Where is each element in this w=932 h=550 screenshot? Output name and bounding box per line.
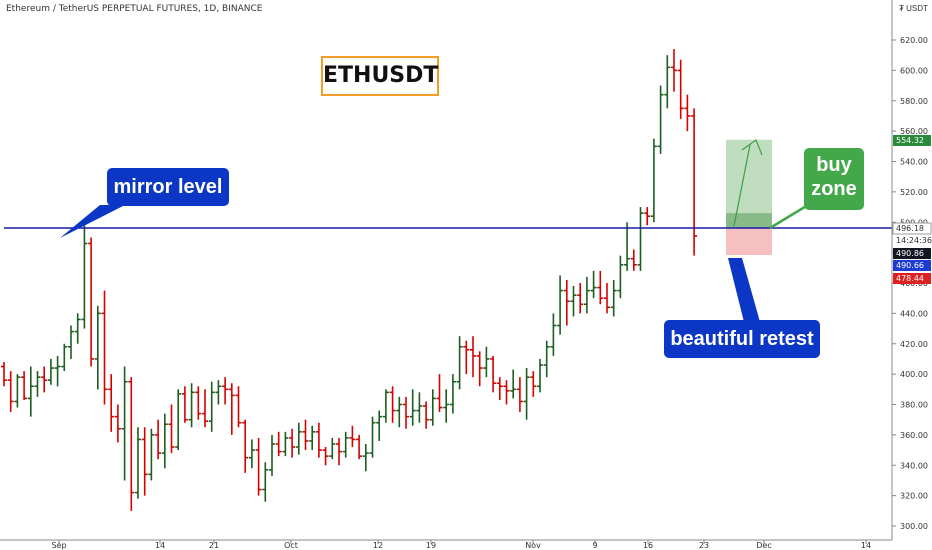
- y-tick-label: 300.00: [900, 522, 928, 531]
- y-tick-label: 560.00: [900, 127, 928, 136]
- x-tick-label: 21: [209, 541, 219, 550]
- price-tag: [893, 248, 931, 259]
- y-tick-label: 320.00: [900, 492, 928, 501]
- buy-zone-line2: zone: [811, 178, 857, 200]
- x-tick-label: 23: [699, 541, 709, 550]
- x-tick-label: 12: [373, 541, 383, 550]
- y-tick-label: 380.00: [900, 401, 928, 410]
- y-tick-label: 580.00: [900, 97, 928, 106]
- buy-zone-callout: buy zone: [804, 148, 864, 210]
- x-tick-label: Nov: [525, 541, 541, 550]
- price-tag: [892, 222, 932, 235]
- price-tag: [893, 135, 931, 146]
- mirror-callout-pointer: [60, 205, 125, 238]
- y-tick-label: 440.00: [900, 309, 928, 318]
- y-tick-label: 340.00: [900, 461, 928, 470]
- price-tag: [893, 235, 931, 246]
- beautiful-retest-callout: beautiful retest: [664, 320, 820, 358]
- y-tick-label: 520.00: [900, 188, 928, 197]
- price-tag-label: 490.86: [896, 249, 924, 258]
- x-tick-label: 9: [592, 541, 597, 550]
- entry-band: [726, 213, 772, 229]
- target-arrow-line: [733, 144, 751, 227]
- x-tick-label: Dec: [756, 541, 771, 550]
- y-tick-label: 620.00: [900, 36, 928, 45]
- x-tick-label: 14: [861, 541, 871, 550]
- price-tags: 554.32 496.18 14:24:36 490.86 490.66 478.44: [892, 135, 932, 284]
- y-tick-label: 360.00: [900, 431, 928, 440]
- price-tag-label: 554.32: [896, 136, 924, 145]
- position-zone: [726, 139, 772, 255]
- retest-callout-pointer: [728, 258, 760, 322]
- y-tick-label: 400.00: [900, 370, 928, 379]
- y-tick-label: 600.00: [900, 66, 928, 75]
- buy-zone-pointer: [769, 203, 809, 230]
- x-tick-label: Oct: [284, 541, 298, 550]
- price-tag: [893, 260, 931, 271]
- buy-zone-line1: buy: [816, 154, 852, 176]
- currency-label: ₮ USDT: [899, 4, 928, 13]
- y-tick-label: 540.00: [900, 158, 928, 167]
- x-tick-label: 16: [643, 541, 653, 550]
- x-tick-label: 14: [155, 541, 165, 550]
- ticker-title: ETHUSDT: [321, 56, 439, 96]
- price-tag-label: 478.44: [896, 274, 924, 283]
- price-tag-label: 496.18: [896, 224, 924, 233]
- price-tag-label: 14:24:36: [896, 236, 932, 245]
- price-tag-label: 490.66: [896, 261, 924, 270]
- mirror-level-callout: mirror level: [107, 168, 229, 206]
- y-tick-label: 420.00: [900, 340, 928, 349]
- arrows: [60, 139, 809, 322]
- stop-zone: [726, 228, 772, 255]
- candles: [1, 49, 698, 511]
- target-arrow-head: [741, 139, 763, 156]
- symbol-header: Ethereum / TetherUS PERPETUAL FUTURES, 1…: [6, 4, 263, 14]
- x-tick-label: Sep: [51, 541, 66, 550]
- price-tag: [893, 273, 931, 284]
- x-tick-label: 19: [426, 541, 436, 550]
